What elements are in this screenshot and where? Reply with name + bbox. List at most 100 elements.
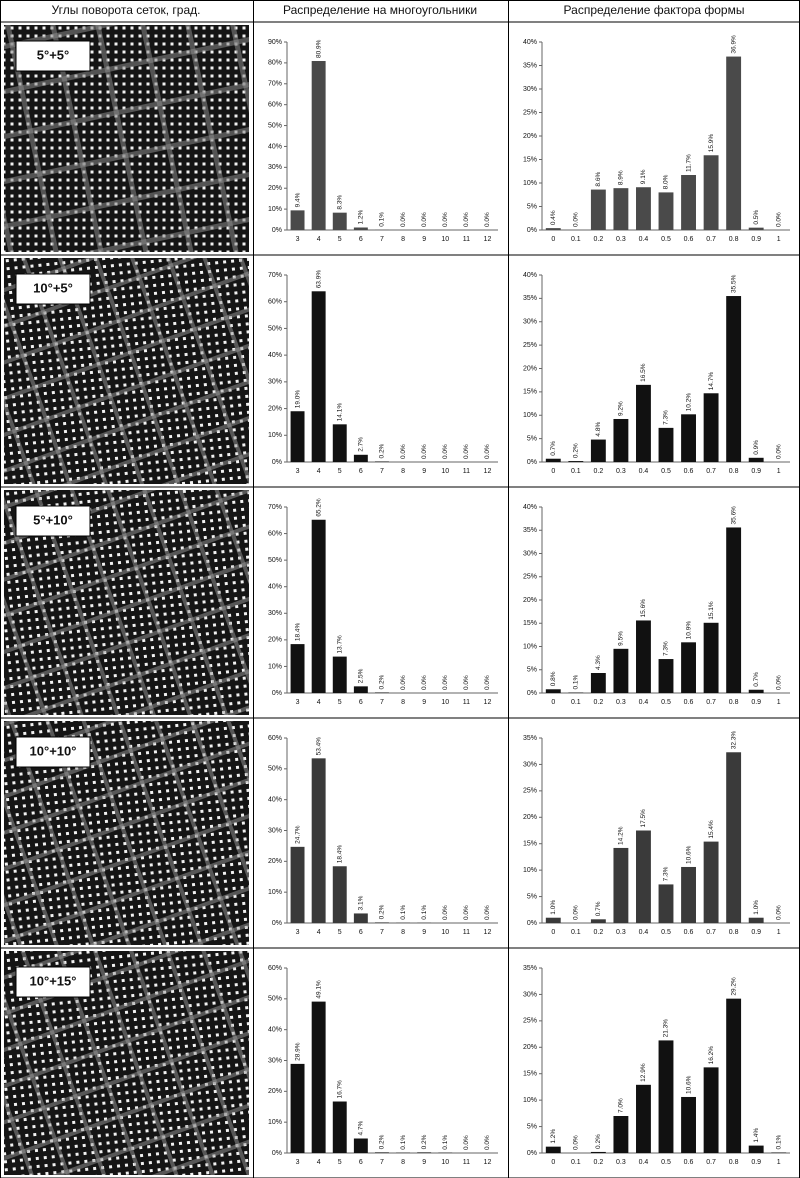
value-label: 10.6% xyxy=(685,1075,692,1094)
value-label: 0.2% xyxy=(595,1134,602,1149)
y-tick-label: 0% xyxy=(527,690,537,697)
bar xyxy=(417,1152,431,1153)
y-tick-label: 40% xyxy=(268,1027,282,1034)
x-tick-label: 5 xyxy=(338,236,342,243)
bar xyxy=(681,175,696,230)
x-tick-label: 9 xyxy=(422,236,426,243)
bar xyxy=(312,291,326,462)
x-tick-label: 0.3 xyxy=(616,699,626,706)
x-tick-label: 0.8 xyxy=(729,468,739,475)
x-tick-label: 11 xyxy=(463,468,470,475)
value-label: 11.7% xyxy=(685,154,692,172)
y-tick-label: 20% xyxy=(523,814,537,821)
value-label: 80.9% xyxy=(315,39,322,58)
x-tick-label: 0.3 xyxy=(616,236,626,243)
x-tick-label: 0.2 xyxy=(593,468,603,475)
value-label: 0.0% xyxy=(775,212,782,227)
x-tick-label: 0.2 xyxy=(593,1159,603,1166)
x-tick-label: 5 xyxy=(338,468,342,475)
bar xyxy=(659,428,674,462)
bar xyxy=(546,1147,561,1153)
value-label: 0.0% xyxy=(484,675,491,690)
value-label: 18.4% xyxy=(336,845,343,864)
bar xyxy=(546,918,561,923)
x-tick-label: 6 xyxy=(359,699,363,706)
y-tick-label: 15% xyxy=(523,156,537,163)
value-label: 4.7% xyxy=(358,1120,365,1135)
x-tick-label: 0.8 xyxy=(729,236,739,243)
value-label: 0.1% xyxy=(400,1135,407,1150)
value-label: 65.2% xyxy=(315,498,322,517)
x-tick-label: 8 xyxy=(401,236,405,243)
x-tick-label: 0 xyxy=(551,468,555,475)
value-label: 0.0% xyxy=(775,675,782,690)
x-tick-label: 9 xyxy=(422,468,426,475)
bar xyxy=(749,228,764,230)
bar xyxy=(726,296,741,462)
y-tick-label: 25% xyxy=(523,788,537,795)
value-label: 14.1% xyxy=(336,403,343,422)
bar xyxy=(613,1116,628,1153)
value-label: 29.2% xyxy=(730,977,737,996)
x-tick-label: 0.2 xyxy=(593,236,603,243)
y-tick-label: 40% xyxy=(268,143,282,150)
x-tick-label: 0 xyxy=(551,929,555,936)
bar xyxy=(546,459,561,462)
bar xyxy=(681,414,696,462)
value-label: 0.0% xyxy=(463,905,470,920)
bar xyxy=(636,385,651,462)
x-tick-label: 0.6 xyxy=(684,699,694,706)
y-tick-label: 20% xyxy=(268,185,282,192)
x-tick-label: 0.4 xyxy=(639,1159,649,1166)
y-tick-label: 30% xyxy=(523,86,537,93)
x-tick-label: 0.4 xyxy=(639,929,649,936)
x-tick-label: 0.1 xyxy=(571,929,581,936)
value-label: 0.4% xyxy=(550,210,557,225)
x-tick-label: 4 xyxy=(317,1159,321,1166)
value-label: 0.0% xyxy=(463,212,470,227)
x-tick-label: 1 xyxy=(777,1159,781,1166)
x-tick-label: 0.9 xyxy=(751,1159,761,1166)
value-label: 0.1% xyxy=(573,674,580,689)
x-tick-label: 0.1 xyxy=(571,1159,581,1166)
y-tick-label: 50% xyxy=(268,557,282,564)
x-tick-label: 1 xyxy=(777,929,781,936)
y-tick-label: 15% xyxy=(523,389,537,396)
value-label: 0.0% xyxy=(421,444,428,459)
bar xyxy=(659,659,674,693)
value-label: 0.0% xyxy=(775,444,782,459)
y-tick-label: 0% xyxy=(272,920,282,927)
value-label: 0.0% xyxy=(421,212,428,227)
y-tick-label: 50% xyxy=(268,996,282,1003)
x-tick-label: 11 xyxy=(463,699,470,706)
y-tick-label: 0% xyxy=(272,227,282,234)
x-tick-label: 12 xyxy=(484,468,492,475)
row-label: 5°+10° xyxy=(33,512,73,527)
value-label: 0.2% xyxy=(421,1134,428,1149)
bar xyxy=(354,455,368,462)
bar xyxy=(704,842,719,923)
value-label: 0.1% xyxy=(400,905,407,920)
page: {"table": {"headers": ["Углы поворота се… xyxy=(0,0,800,1178)
value-label: 49.1% xyxy=(315,980,322,999)
x-tick-label: 1 xyxy=(777,468,781,475)
bar xyxy=(659,1040,674,1153)
value-label: 0.2% xyxy=(379,674,386,689)
x-tick-label: 8 xyxy=(401,1159,405,1166)
x-tick-label: 8 xyxy=(401,699,405,706)
y-tick-label: 50% xyxy=(268,766,282,773)
bar xyxy=(546,228,561,230)
value-label: 10.9% xyxy=(685,621,692,640)
x-tick-label: 0.6 xyxy=(684,468,694,475)
y-tick-label: 15% xyxy=(523,620,537,627)
y-tick-label: 10% xyxy=(268,889,282,896)
y-tick-label: 0% xyxy=(272,1150,282,1157)
value-label: 4.3% xyxy=(595,655,602,670)
y-tick-label: 70% xyxy=(268,81,282,88)
x-tick-label: 11 xyxy=(463,1159,470,1166)
x-tick-label: 0 xyxy=(551,699,555,706)
bar xyxy=(704,1067,719,1153)
x-tick-label: 6 xyxy=(359,468,363,475)
bar xyxy=(659,884,674,923)
value-label: 0.2% xyxy=(379,1134,386,1149)
